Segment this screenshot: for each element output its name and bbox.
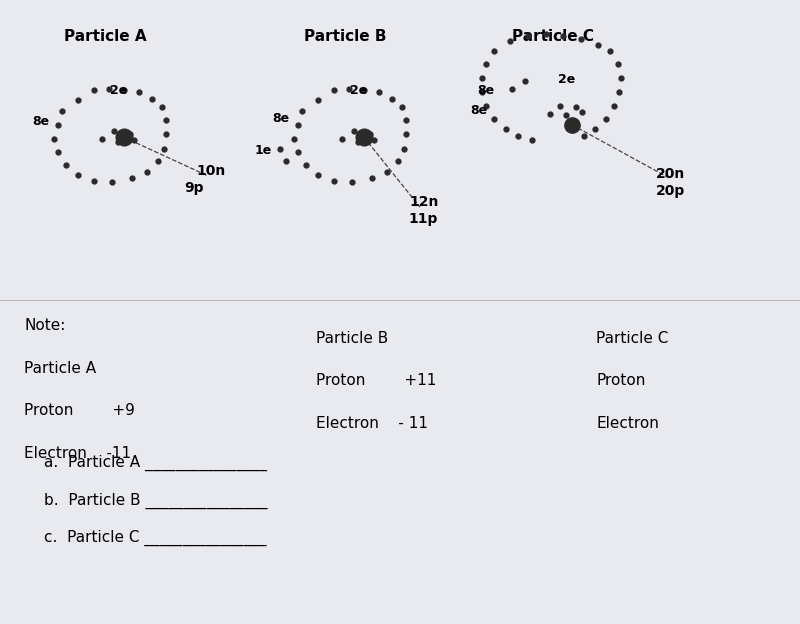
Text: Particle A: Particle A <box>24 361 96 376</box>
Text: 8e: 8e <box>477 84 494 97</box>
Text: 11p: 11p <box>408 212 438 226</box>
Text: Electron    - 11: Electron - 11 <box>316 416 428 431</box>
Text: 8e: 8e <box>32 115 49 128</box>
Text: Proton        +11: Proton +11 <box>316 373 436 388</box>
Text: Proton: Proton <box>596 373 646 388</box>
Text: b.  Particle B ________________: b. Particle B ________________ <box>44 492 267 509</box>
Text: 20p: 20p <box>656 184 686 198</box>
Text: 8e: 8e <box>470 104 487 117</box>
Text: Particle C: Particle C <box>596 331 668 346</box>
Text: 2e: 2e <box>350 84 368 97</box>
Text: 2e: 2e <box>558 73 576 86</box>
Text: 9p: 9p <box>184 181 203 195</box>
Text: 12n: 12n <box>410 195 439 209</box>
Text: 1e: 1e <box>254 144 272 157</box>
Text: Particle A: Particle A <box>64 29 146 44</box>
Text: 8e: 8e <box>272 112 289 125</box>
Text: 10n: 10n <box>196 164 226 178</box>
Text: c.  Particle C ________________: c. Particle C ________________ <box>44 530 266 546</box>
Text: Particle C: Particle C <box>512 29 594 44</box>
Text: Proton        +9: Proton +9 <box>24 403 135 418</box>
Text: Particle B: Particle B <box>304 29 386 44</box>
Text: Electron: Electron <box>596 416 659 431</box>
Text: a.  Particle A ________________: a. Particle A ________________ <box>44 455 267 471</box>
Text: 2e: 2e <box>110 84 128 97</box>
Text: Note:: Note: <box>24 318 66 333</box>
Text: 20n: 20n <box>656 167 686 181</box>
Text: Electron    -11: Electron -11 <box>24 446 131 461</box>
Text: Particle B: Particle B <box>316 331 388 346</box>
